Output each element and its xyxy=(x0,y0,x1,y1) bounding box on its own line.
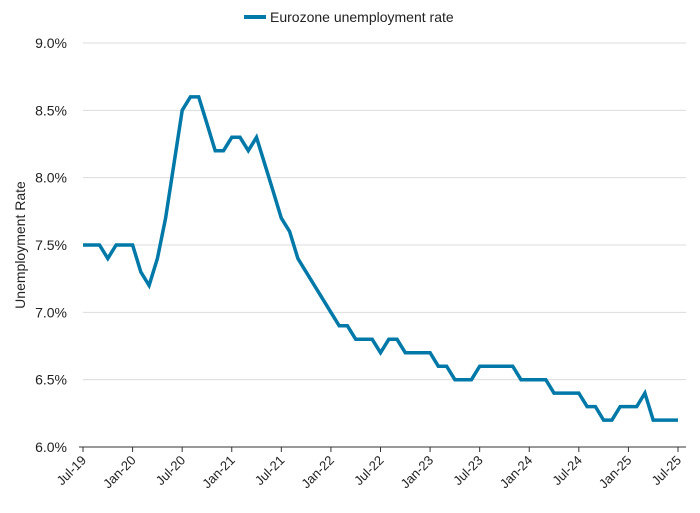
y-tick-label: 6.5% xyxy=(35,372,67,388)
legend: Eurozone unemployment rate xyxy=(244,9,454,25)
legend-label: Eurozone unemployment rate xyxy=(270,9,454,25)
y-tick-label: 9.0% xyxy=(35,35,67,51)
x-tick-label: Jan-21 xyxy=(199,453,238,492)
x-tick-label: Jul-19 xyxy=(53,453,89,489)
x-tick-label: Jul-21 xyxy=(252,453,288,489)
x-tick-label: Jul-25 xyxy=(648,453,684,489)
y-tick-label: 8.0% xyxy=(35,170,67,186)
y-axis-label: Unemployment Rate xyxy=(12,181,28,309)
x-tick-label: Jul-24 xyxy=(549,453,585,489)
x-tick-label: Jan-22 xyxy=(298,453,337,492)
x-tick-label: Jan-20 xyxy=(100,453,139,492)
y-tick-label: 6.0% xyxy=(35,439,67,455)
x-tick-label: Jan-23 xyxy=(397,453,436,492)
y-tick-label: 8.5% xyxy=(35,102,67,118)
x-tick-label: Jan-25 xyxy=(596,453,635,492)
y-tick-label: 7.0% xyxy=(35,304,67,320)
series-line-eurozone-unemployment xyxy=(83,95,678,422)
x-tick-label: Jul-23 xyxy=(450,453,486,489)
x-tick-label: Jul-22 xyxy=(351,453,387,489)
x-tick-label: Jan-24 xyxy=(497,453,536,492)
y-tick-label: 7.5% xyxy=(35,237,67,253)
x-tick-label: Jul-20 xyxy=(153,453,189,489)
